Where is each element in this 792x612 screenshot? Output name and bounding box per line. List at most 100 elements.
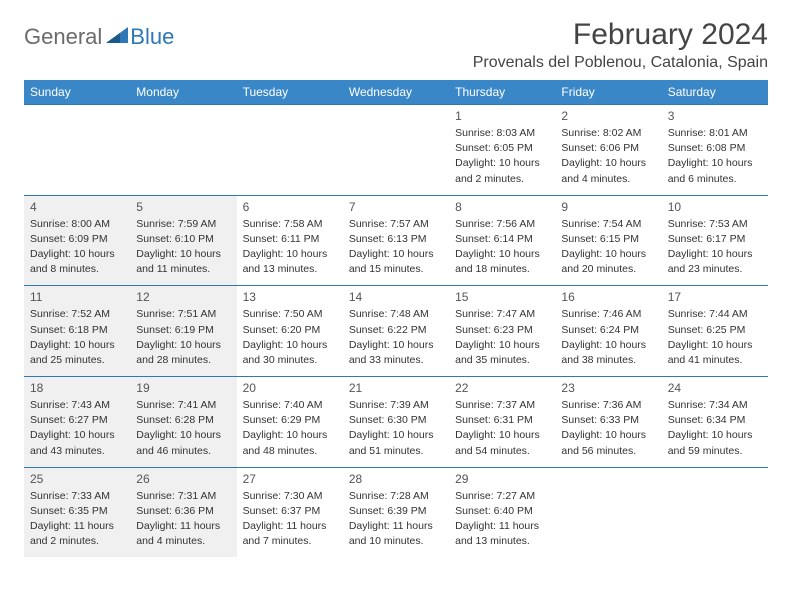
day-number: 25 — [30, 472, 124, 486]
calendar-cell: 4Sunrise: 8:00 AMSunset: 6:09 PMDaylight… — [24, 195, 130, 286]
day-info: Sunrise: 7:47 AMSunset: 6:23 PMDaylight:… — [455, 307, 549, 367]
day-info-line: Daylight: 10 hours — [243, 247, 337, 261]
day-info: Sunrise: 7:50 AMSunset: 6:20 PMDaylight:… — [243, 307, 337, 367]
day-info-line: Sunrise: 7:54 AM — [561, 217, 655, 231]
day-info-line: Sunset: 6:24 PM — [561, 323, 655, 337]
day-info-line: Daylight: 11 hours — [136, 519, 230, 533]
day-info: Sunrise: 7:56 AMSunset: 6:14 PMDaylight:… — [455, 217, 549, 277]
day-info-line: Sunset: 6:22 PM — [349, 323, 443, 337]
day-info: Sunrise: 7:41 AMSunset: 6:28 PMDaylight:… — [136, 398, 230, 458]
day-info-line: Sunrise: 7:43 AM — [30, 398, 124, 412]
weekday-header: Saturday — [662, 80, 768, 105]
calendar-cell: 16Sunrise: 7:46 AMSunset: 6:24 PMDayligh… — [555, 286, 661, 377]
day-info-line: Sunset: 6:08 PM — [668, 141, 762, 155]
day-info-line: Sunrise: 7:57 AM — [349, 217, 443, 231]
day-info-line: Sunset: 6:17 PM — [668, 232, 762, 246]
day-info-line: Daylight: 10 hours — [136, 247, 230, 261]
day-number: 27 — [243, 472, 337, 486]
calendar-cell: 21Sunrise: 7:39 AMSunset: 6:30 PMDayligh… — [343, 377, 449, 468]
day-info-line: Sunset: 6:10 PM — [136, 232, 230, 246]
day-info-line: Sunset: 6:23 PM — [455, 323, 549, 337]
day-info-line: Daylight: 10 hours — [136, 338, 230, 352]
day-info: Sunrise: 7:40 AMSunset: 6:29 PMDaylight:… — [243, 398, 337, 458]
day-info-line: and 48 minutes. — [243, 444, 337, 458]
day-info-line: Daylight: 10 hours — [30, 338, 124, 352]
day-info-line: Daylight: 10 hours — [561, 156, 655, 170]
calendar-cell: 28Sunrise: 7:28 AMSunset: 6:39 PMDayligh… — [343, 467, 449, 557]
calendar-cell: 15Sunrise: 7:47 AMSunset: 6:23 PMDayligh… — [449, 286, 555, 377]
day-info-line: Daylight: 10 hours — [561, 247, 655, 261]
day-info-line: and 59 minutes. — [668, 444, 762, 458]
day-info-line: and 38 minutes. — [561, 353, 655, 367]
day-info-line: and 6 minutes. — [668, 172, 762, 186]
logo-text-general: General — [24, 24, 102, 50]
day-info-line: and 15 minutes. — [349, 262, 443, 276]
day-info-line: and 2 minutes. — [30, 534, 124, 548]
calendar-cell: 20Sunrise: 7:40 AMSunset: 6:29 PMDayligh… — [237, 377, 343, 468]
day-info-line: Sunrise: 7:52 AM — [30, 307, 124, 321]
calendar-cell: 25Sunrise: 7:33 AMSunset: 6:35 PMDayligh… — [24, 467, 130, 557]
day-info-line: Sunset: 6:34 PM — [668, 413, 762, 427]
calendar-cell: 24 Sunrise: 7:34 AMSunset: 6:34 PMDayligh… — [662, 377, 768, 468]
day-info-line: and 30 minutes. — [243, 353, 337, 367]
day-info-line: Daylight: 11 hours — [243, 519, 337, 533]
day-info-line: Sunrise: 8:01 AM — [668, 126, 762, 140]
day-info-line: and 56 minutes. — [561, 444, 655, 458]
calendar-cell: 2Sunrise: 8:02 AMSunset: 6:06 PMDaylight… — [555, 105, 661, 196]
day-number: 11 — [30, 290, 124, 304]
day-number: 3 — [668, 109, 762, 123]
day-info-line: and 23 minutes. — [668, 262, 762, 276]
day-info-line: Daylight: 10 hours — [668, 156, 762, 170]
day-info-line: Sunset: 6:25 PM — [668, 323, 762, 337]
logo-text-blue: Blue — [130, 24, 174, 50]
day-info: Sunrise: 7:39 AMSunset: 6:30 PMDaylight:… — [349, 398, 443, 458]
calendar-cell-empty — [130, 105, 236, 196]
day-info-line: and 10 minutes. — [349, 534, 443, 548]
day-info-line: and 33 minutes. — [349, 353, 443, 367]
day-number: 8 — [455, 200, 549, 214]
day-info-line: Sunset: 6:35 PM — [30, 504, 124, 518]
day-info-line: and 11 minutes. — [136, 262, 230, 276]
day-info-line: and 35 minutes. — [455, 353, 549, 367]
day-info-line: Daylight: 10 hours — [668, 338, 762, 352]
day-number: 24 — [668, 381, 762, 395]
calendar-cell: 9Sunrise: 7:54 AMSunset: 6:15 PMDaylight… — [555, 195, 661, 286]
day-info: Sunrise: 7:31 AMSunset: 6:36 PMDaylight:… — [136, 489, 230, 549]
day-info-line: Sunset: 6:40 PM — [455, 504, 549, 518]
day-info-line: Sunset: 6:19 PM — [136, 323, 230, 337]
day-info-line: Sunrise: 8:00 AM — [30, 217, 124, 231]
day-number: 5 — [136, 200, 230, 214]
day-number: 6 — [243, 200, 337, 214]
calendar-cell: 12Sunrise: 7:51 AMSunset: 6:19 PMDayligh… — [130, 286, 236, 377]
day-info: Sunrise: 7:34 AMSunset: 6:34 PMDaylight:… — [668, 398, 762, 458]
calendar-week-row: 11 Sunrise: 7:52 AMSunset: 6:18 PMDayligh… — [24, 286, 768, 377]
day-info: Sunrise: 8:03 AMSunset: 6:05 PMDaylight:… — [455, 126, 549, 186]
calendar-cell-empty — [237, 105, 343, 196]
day-info-line: Daylight: 10 hours — [349, 428, 443, 442]
day-info-line: and 18 minutes. — [455, 262, 549, 276]
day-number: 7 — [349, 200, 443, 214]
day-number: 29 — [455, 472, 549, 486]
calendar-cell: 1Sunrise: 8:03 AMSunset: 6:05 PMDaylight… — [449, 105, 555, 196]
day-number: 16 — [561, 290, 655, 304]
day-info-line: Daylight: 10 hours — [349, 247, 443, 261]
day-info-line: Sunrise: 7:59 AM — [136, 217, 230, 231]
day-info-line: Sunset: 6:05 PM — [455, 141, 549, 155]
day-info-line: Daylight: 10 hours — [349, 338, 443, 352]
day-info-line: Sunset: 6:20 PM — [243, 323, 337, 337]
calendar-cell: 18Sunrise: 7:43 AMSunset: 6:27 PMDayligh… — [24, 377, 130, 468]
day-info-line: Sunrise: 7:37 AM — [455, 398, 549, 412]
calendar-cell: 19Sunrise: 7:41 AMSunset: 6:28 PMDayligh… — [130, 377, 236, 468]
day-info-line: Daylight: 10 hours — [455, 156, 549, 170]
day-info: Sunrise: 7:52 AMSunset: 6:18 PMDaylight:… — [30, 307, 124, 367]
calendar-cell: 6Sunrise: 7:58 AMSunset: 6:11 PMDaylight… — [237, 195, 343, 286]
day-info-line: Daylight: 10 hours — [668, 247, 762, 261]
calendar-cell: 29Sunrise: 7:27 AMSunset: 6:40 PMDayligh… — [449, 467, 555, 557]
day-info-line: Sunrise: 7:41 AM — [136, 398, 230, 412]
day-info-line: Sunrise: 7:39 AM — [349, 398, 443, 412]
day-info: Sunrise: 8:00 AMSunset: 6:09 PMDaylight:… — [30, 217, 124, 277]
calendar-body: 1Sunrise: 8:03 AMSunset: 6:05 PMDaylight… — [24, 105, 768, 558]
day-info: Sunrise: 7:57 AMSunset: 6:13 PMDaylight:… — [349, 217, 443, 277]
day-number: 18 — [30, 381, 124, 395]
weekday-header: Tuesday — [237, 80, 343, 105]
